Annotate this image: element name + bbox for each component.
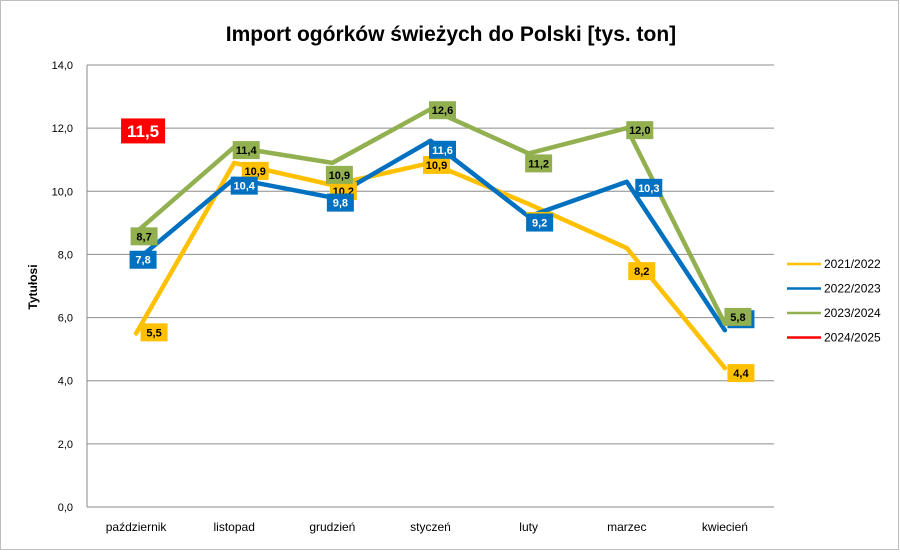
data-label: 11,2 bbox=[528, 158, 549, 170]
data-label: 10,3 bbox=[638, 183, 659, 195]
data-label-box bbox=[140, 323, 168, 342]
y-axis-label: Tytułosi bbox=[26, 264, 40, 309]
x-tick-label: październik bbox=[106, 520, 168, 534]
x-tick-label: grudzień bbox=[309, 520, 355, 534]
data-label-box bbox=[724, 307, 752, 326]
x-tick-label: kwiecień bbox=[702, 520, 748, 534]
x-tick-label: listopad bbox=[214, 520, 255, 534]
data-label-box bbox=[129, 250, 157, 269]
data-label-box bbox=[121, 118, 166, 144]
data-label-box bbox=[727, 364, 755, 383]
data-label-box bbox=[628, 262, 656, 281]
data-label: 12,6 bbox=[432, 105, 453, 117]
gridlines bbox=[86, 64, 774, 508]
data-label-box bbox=[525, 154, 553, 173]
data-label-box bbox=[326, 193, 354, 212]
data-label: 11,4 bbox=[236, 145, 258, 157]
y-tick-label: 4,0 bbox=[58, 376, 73, 388]
data-label-box bbox=[626, 121, 654, 140]
y-axis-ticks: 0,0 2,0 4,0 6,0 8,0 10,0 12,0 14,0 bbox=[52, 60, 73, 514]
data-label: 9,2 bbox=[532, 218, 547, 230]
x-axis-ticks: październik listopad grudzień styczeń luty ma… bbox=[106, 520, 748, 534]
data-label-box bbox=[130, 227, 158, 246]
data-label: 10,9 bbox=[245, 166, 266, 178]
data-label-box bbox=[325, 165, 353, 184]
y-tick-label: 12,0 bbox=[52, 123, 73, 135]
y-tick-label: 8,0 bbox=[58, 249, 73, 261]
legend-label: 2021/2022 bbox=[824, 257, 881, 271]
y-tick-label: 2,0 bbox=[58, 439, 73, 451]
y-tick-label: 6,0 bbox=[58, 313, 73, 325]
data-label: 8,2 bbox=[634, 266, 649, 278]
legend-label: 2023/2024 bbox=[824, 306, 881, 320]
data-label-box bbox=[230, 176, 258, 195]
data-label: 5,5 bbox=[146, 327, 161, 339]
legend-label: 2022/2023 bbox=[824, 282, 881, 296]
data-label: 9,8 bbox=[333, 198, 348, 210]
data-label: 10,9 bbox=[426, 160, 447, 172]
data-label-box bbox=[429, 101, 456, 120]
data-label-box bbox=[423, 155, 450, 174]
data-label-box bbox=[232, 141, 260, 160]
data-label: 7,8 bbox=[135, 255, 150, 267]
data-label: 10,9 bbox=[329, 170, 350, 182]
chart-title: Import ogórków świeżych do Polski [tys. … bbox=[226, 23, 676, 46]
data-label-box bbox=[241, 161, 269, 180]
data-label: 10,4 bbox=[234, 181, 256, 193]
y-tick-label: 14,0 bbox=[52, 60, 73, 72]
y-tick-label: 10,0 bbox=[52, 186, 73, 198]
data-label: 11,6 bbox=[432, 145, 453, 157]
x-tick-label: marzec bbox=[607, 520, 646, 534]
data-label-box bbox=[526, 213, 554, 232]
data-label: 4,4 bbox=[733, 368, 749, 380]
data-label-box bbox=[429, 140, 456, 159]
x-tick-label: styczeń bbox=[410, 520, 451, 534]
data-label: 8,7 bbox=[136, 231, 151, 243]
legend-label: 2024/2025 bbox=[824, 331, 881, 345]
data-label: 5,8 bbox=[730, 312, 745, 324]
data-labels: 5,510,910,210,99,68,24,47,810,49,811,69,… bbox=[121, 101, 755, 383]
data-label: 12,0 bbox=[629, 125, 650, 137]
y-tick-label: 0,0 bbox=[58, 502, 73, 514]
data-label-box bbox=[635, 178, 663, 197]
data-label: 11,5 bbox=[127, 122, 159, 141]
x-tick-label: luty bbox=[519, 520, 538, 534]
legend: 2021/2022 2022/2023 2023/2024 2024/2025 bbox=[787, 257, 881, 345]
